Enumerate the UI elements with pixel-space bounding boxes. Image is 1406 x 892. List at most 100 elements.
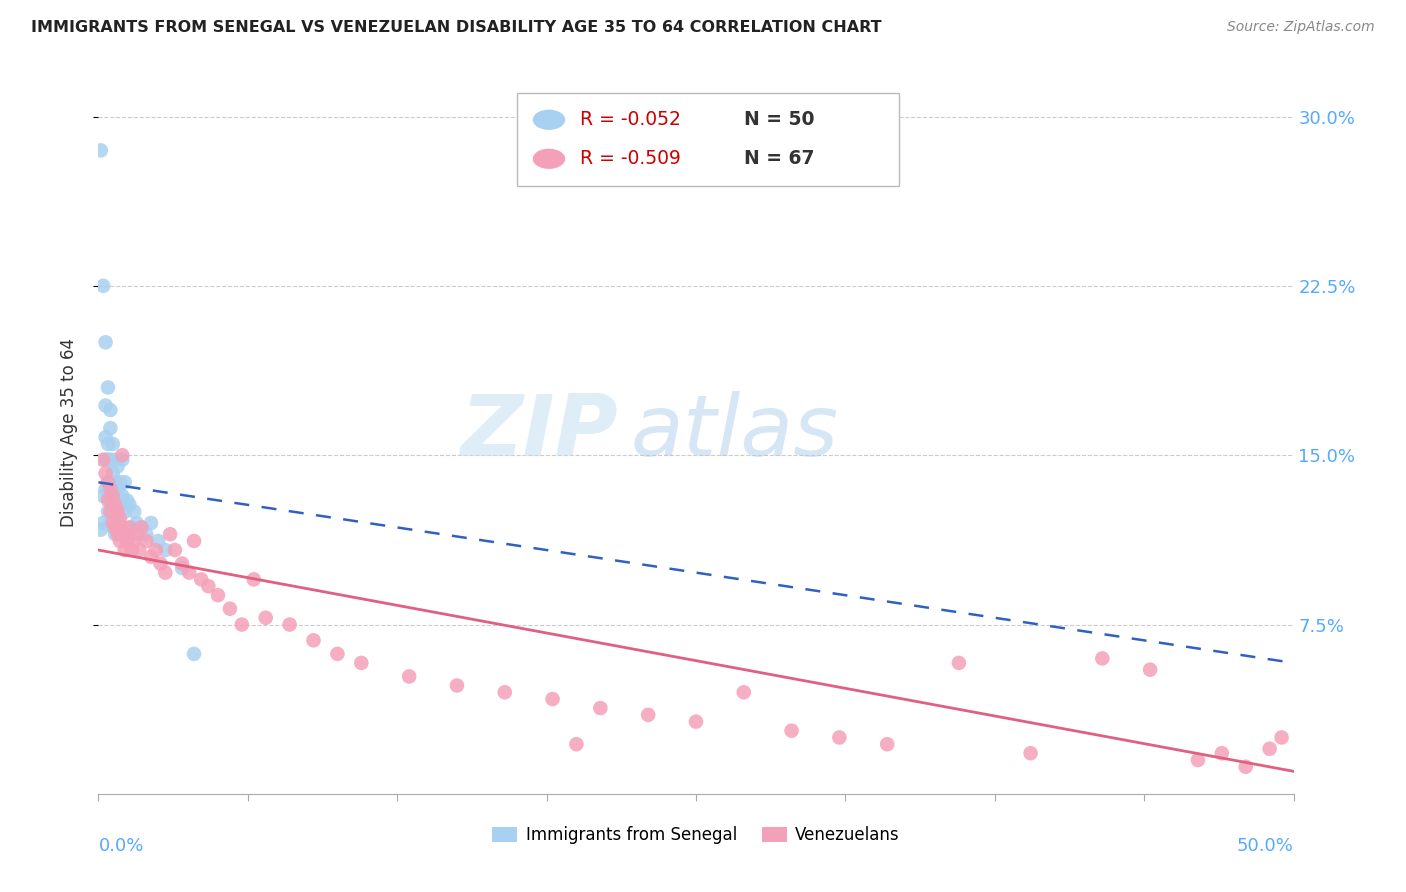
Point: [98, 421, 122, 435]
Point: [97, 437, 120, 451]
Point: [135, 527, 157, 541]
Text: 50.0%: 50.0%: [1237, 838, 1294, 855]
Point: [163, 543, 186, 558]
Point: [1234, 760, 1257, 774]
Point: [108, 533, 131, 548]
Point: [350, 656, 373, 670]
Point: [101, 520, 124, 534]
Point: [131, 520, 153, 534]
Point: [149, 557, 172, 571]
Point: [1091, 651, 1114, 665]
Point: [589, 701, 612, 715]
Point: [98, 482, 122, 496]
Point: [104, 475, 127, 490]
Point: [91, 452, 114, 467]
Point: [114, 475, 136, 490]
Point: [114, 505, 136, 519]
Point: [219, 601, 242, 615]
Point: [111, 448, 134, 462]
Point: [121, 543, 143, 558]
Point: [98, 475, 122, 490]
Point: [197, 579, 219, 593]
Point: [124, 505, 146, 519]
Point: [91, 278, 114, 293]
Point: [733, 685, 755, 699]
Point: [107, 459, 129, 474]
Text: N = 67: N = 67: [744, 149, 814, 169]
Point: [148, 533, 170, 548]
Point: [183, 533, 205, 548]
Point: [155, 543, 177, 558]
Circle shape: [533, 149, 565, 169]
Legend: Immigrants from Senegal, Venezuelans: Immigrants from Senegal, Venezuelans: [485, 819, 907, 851]
Text: atlas: atlas: [630, 391, 838, 475]
Point: [108, 498, 131, 512]
Point: [231, 617, 253, 632]
Point: [183, 647, 205, 661]
Point: [94, 482, 117, 496]
Point: [98, 452, 122, 467]
Point: [278, 617, 301, 632]
Point: [101, 489, 124, 503]
Point: [97, 475, 120, 490]
Point: [828, 731, 851, 745]
FancyBboxPatch shape: [517, 93, 900, 186]
Point: [565, 737, 588, 751]
Point: [111, 520, 134, 534]
Point: [101, 489, 124, 503]
Point: [90, 523, 112, 537]
Text: Source: ZipAtlas.com: Source: ZipAtlas.com: [1227, 20, 1375, 34]
Point: [876, 737, 898, 751]
Point: [254, 611, 277, 625]
Point: [101, 516, 124, 530]
Point: [98, 516, 122, 530]
Point: [541, 692, 564, 706]
Y-axis label: Disability Age 35 to 64: Disability Age 35 to 64: [59, 338, 77, 527]
Point: [104, 527, 127, 541]
Point: [104, 498, 127, 512]
Point: [1187, 753, 1209, 767]
Point: [118, 498, 141, 512]
Point: [1211, 746, 1233, 760]
Point: [125, 516, 148, 530]
Point: [104, 498, 127, 512]
Text: R = -0.509: R = -0.509: [581, 149, 681, 169]
Point: [207, 588, 229, 602]
Text: R = -0.052: R = -0.052: [581, 111, 681, 129]
Point: [94, 452, 117, 467]
Point: [131, 520, 153, 534]
Point: [108, 475, 131, 490]
Point: [90, 144, 112, 158]
Point: [98, 403, 122, 417]
Point: [97, 380, 120, 394]
Text: N = 50: N = 50: [744, 111, 814, 129]
Point: [107, 527, 129, 541]
Point: [94, 335, 117, 350]
Point: [97, 475, 120, 490]
Point: [685, 714, 707, 729]
Point: [128, 543, 150, 558]
Text: ZIP: ZIP: [461, 391, 619, 475]
Point: [101, 437, 124, 451]
Point: [91, 489, 114, 503]
Point: [780, 723, 803, 738]
Point: [190, 573, 212, 587]
Point: [107, 482, 129, 496]
Point: [243, 573, 266, 587]
Point: [125, 527, 148, 541]
Point: [179, 566, 201, 580]
Point: [172, 557, 194, 571]
Text: IMMIGRANTS FROM SENEGAL VS VENEZUELAN DISABILITY AGE 35 TO 64 CORRELATION CHART: IMMIGRANTS FROM SENEGAL VS VENEZUELAN DI…: [31, 20, 882, 35]
Point: [398, 669, 420, 683]
Point: [97, 505, 120, 519]
Point: [111, 452, 134, 467]
Point: [101, 467, 124, 481]
Point: [1139, 663, 1161, 677]
Point: [115, 533, 138, 548]
Point: [948, 656, 970, 670]
Point: [124, 533, 146, 548]
Point: [172, 561, 194, 575]
Point: [94, 467, 117, 481]
Point: [145, 543, 167, 558]
Point: [1019, 746, 1042, 760]
